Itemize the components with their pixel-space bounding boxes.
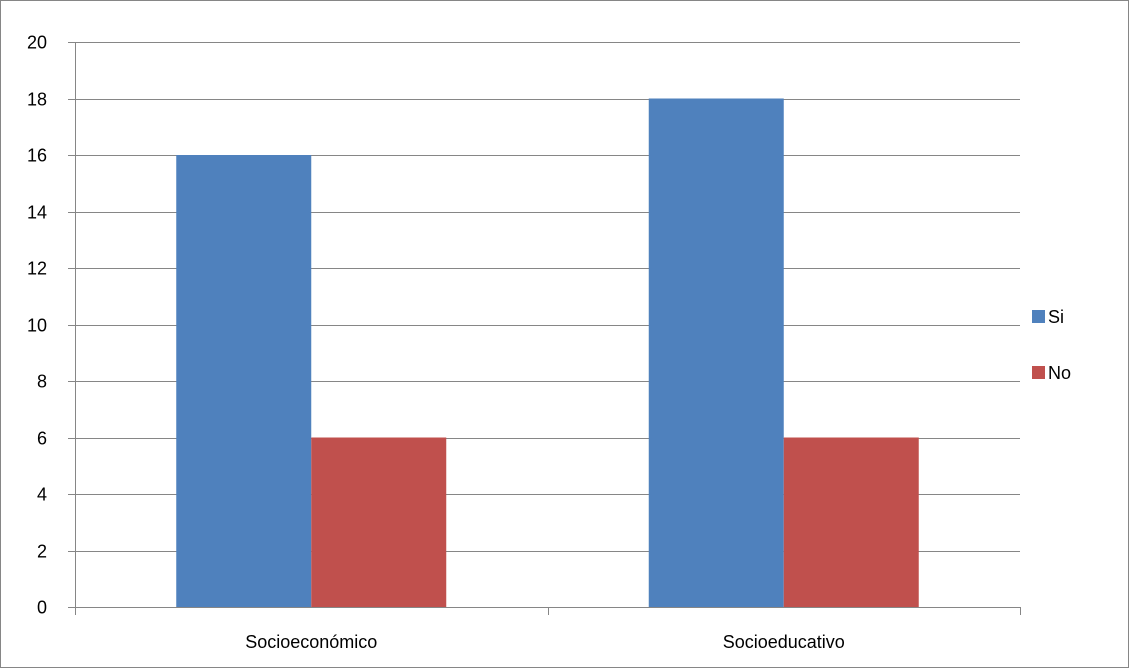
legend-label-si: Si: [1048, 307, 1064, 327]
bar-no-2: [783, 437, 919, 607]
y-tick-label: 8: [37, 372, 47, 392]
bar-si-1: [176, 155, 312, 607]
bar-si-2: [648, 98, 784, 607]
bar-no-1: [311, 437, 447, 607]
x-category-label: Socioeconómico: [245, 632, 377, 652]
bars: [176, 98, 919, 607]
legend-swatch-no: [1032, 366, 1045, 379]
y-tick-label: 6: [37, 429, 47, 449]
legend-swatch-si: [1032, 310, 1045, 323]
y-tick-label: 4: [37, 485, 47, 505]
y-tick-label: 16: [27, 146, 47, 166]
y-tick-label: 2: [37, 542, 47, 562]
y-tick-label: 0: [37, 598, 47, 618]
y-tick-labels: 0 2 4 6 8 10 12 14 16 18 20: [27, 33, 47, 618]
y-tick-label: 18: [27, 90, 47, 110]
x-category-labels: Socioeconómico Socioeducativo: [245, 632, 845, 652]
axes: [68, 42, 1021, 615]
legend: Si No: [1032, 307, 1071, 383]
x-category-label: Socioeducativo: [723, 632, 845, 652]
y-tick-label: 12: [27, 259, 47, 279]
y-tick-label: 10: [27, 316, 47, 336]
legend-label-no: No: [1048, 363, 1071, 383]
y-tick-label: 20: [27, 33, 47, 53]
y-tick-label: 14: [27, 203, 47, 223]
